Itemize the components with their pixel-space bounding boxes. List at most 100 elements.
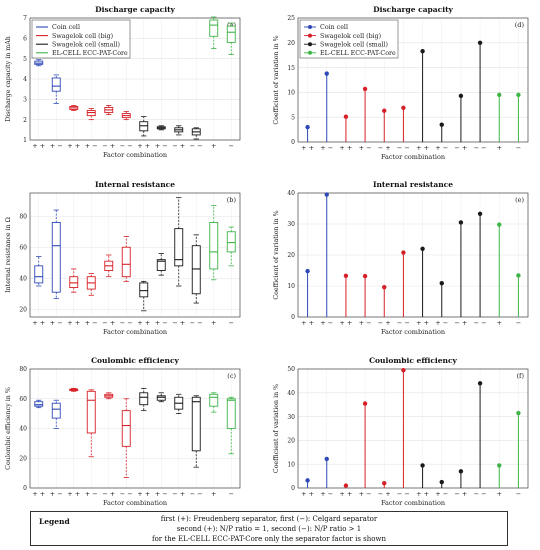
x-tick-label: −	[516, 319, 521, 327]
box-5	[104, 392, 114, 400]
legend-box: Legend first (+): Freudenberg separator,…	[30, 511, 508, 546]
chart-c: Coulombic efficiency 0 20 40 60 80 + + + − + + + …	[5, 356, 241, 507]
stem-1	[305, 478, 310, 488]
x-tick-label: + −	[359, 144, 372, 152]
box-body	[226, 398, 236, 429]
stem-point	[516, 410, 521, 416]
box-12	[226, 396, 236, 455]
box-11	[209, 392, 219, 413]
y-tick-label: 20	[287, 438, 295, 445]
chart-title: Coulombic efficiency	[91, 356, 179, 365]
y-tick-label: 40	[287, 190, 295, 197]
box-body	[51, 221, 61, 293]
stem-point	[362, 273, 368, 279]
x-tick-label: − +	[172, 319, 185, 327]
legend-swatch-marker	[308, 25, 312, 29]
stem-point	[439, 281, 444, 286]
y-tick-label: 60	[19, 396, 27, 403]
stem-7	[420, 49, 425, 142]
stem-9	[458, 220, 464, 317]
stem-point	[401, 250, 406, 255]
x-tick-label: + +	[339, 490, 352, 498]
box-body	[209, 221, 219, 270]
y-tick-label: 0	[23, 485, 27, 492]
y-tick-label: 50	[287, 366, 295, 373]
stem-point	[324, 456, 329, 462]
y-tick-label: 15	[287, 65, 295, 72]
x-tick-label: + −	[50, 490, 63, 498]
box-10	[191, 395, 201, 468]
plot-frame	[297, 368, 529, 489]
legend-entry: Swagelok cell (small)	[320, 41, 388, 48]
box-10	[191, 127, 201, 140]
stem-5	[382, 108, 387, 142]
y-tick-label: 4	[23, 76, 27, 83]
stem-point	[305, 268, 310, 274]
x-tick-label: + +	[301, 319, 314, 327]
box-body	[174, 228, 184, 267]
y-axis-label: Coefficient of variation in %	[273, 210, 280, 299]
panel-label: (f)	[517, 372, 525, 380]
stem-point	[458, 469, 464, 474]
figure: Discharge capacity 1 2 3 4 5 6 7 + + + − + + + − − +…	[5, 5, 529, 507]
box-4	[86, 108, 96, 121]
x-tick-label: − +	[454, 144, 467, 152]
x-tick-label: + −	[85, 319, 98, 327]
stem-10	[477, 211, 483, 317]
box-body	[139, 392, 149, 406]
panel-label: (e)	[515, 196, 524, 204]
x-tick-label: − +	[378, 144, 391, 152]
series-legend: Coin cell Swagelok cell (big)Swagelok cel…	[31, 19, 131, 59]
stem-point	[362, 86, 368, 92]
box-body	[156, 259, 166, 271]
plot-frame	[29, 17, 241, 141]
stem-point	[439, 479, 444, 485]
legend-entry: Coin cell	[320, 24, 348, 31]
stem-5	[382, 481, 387, 488]
x-tick-label: + +	[32, 490, 45, 498]
x-tick-label: + −	[320, 490, 333, 498]
y-tick-label: 30	[287, 414, 295, 421]
box-body	[51, 402, 61, 419]
x-tick-label: + −	[50, 319, 63, 327]
box-7	[139, 280, 149, 312]
x-tick-label: + +	[67, 490, 80, 498]
stem-7	[420, 246, 425, 317]
stem-point	[362, 401, 368, 406]
plot-frame	[297, 192, 529, 318]
legend-entry: Swagelok cell (big)	[52, 33, 113, 40]
chart-title: Internal resistance	[373, 180, 453, 189]
box-body	[121, 410, 131, 447]
box-body	[51, 77, 61, 92]
stem-4	[362, 86, 368, 142]
y-axis-label: Coulombic efficiency in %	[5, 387, 12, 470]
box-11	[209, 16, 219, 49]
stem-3	[343, 483, 349, 488]
stem-4	[362, 273, 368, 317]
y-axis-label: Internal resistance in Ω	[5, 217, 12, 293]
box-2	[51, 399, 61, 429]
stem-8	[439, 479, 444, 488]
x-tick-label: −	[516, 490, 521, 498]
x-tick-label: +	[497, 490, 502, 498]
x-tick-label: + +	[301, 490, 314, 498]
x-tick-label: + −	[320, 144, 333, 152]
stem-9	[458, 93, 464, 142]
chart-title: Discharge capacity	[373, 5, 453, 14]
stem-point	[439, 122, 444, 127]
stem-point	[305, 478, 310, 483]
y-tick-label: 20	[19, 306, 27, 313]
x-tick-label: − −	[120, 490, 133, 498]
chart-f: Coulombic efficiency 0 10 20 30 40 50 + + + − + +…	[273, 356, 529, 507]
box-4	[86, 273, 96, 296]
y-tick-label: 0	[291, 485, 295, 492]
chart-title: Discharge capacity	[95, 5, 175, 14]
stem-point	[420, 49, 425, 54]
box-8	[156, 253, 166, 276]
stem-point	[382, 285, 387, 290]
box-3	[69, 268, 79, 293]
y-tick-label: 60	[19, 244, 27, 251]
x-tick-label: − −	[190, 142, 203, 150]
stem-point	[324, 192, 329, 197]
stem-point	[382, 108, 387, 113]
